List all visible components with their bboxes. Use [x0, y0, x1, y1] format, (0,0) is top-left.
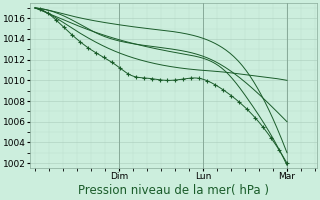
X-axis label: Pression niveau de la mer( hPa ): Pression niveau de la mer( hPa ) [78, 184, 269, 197]
